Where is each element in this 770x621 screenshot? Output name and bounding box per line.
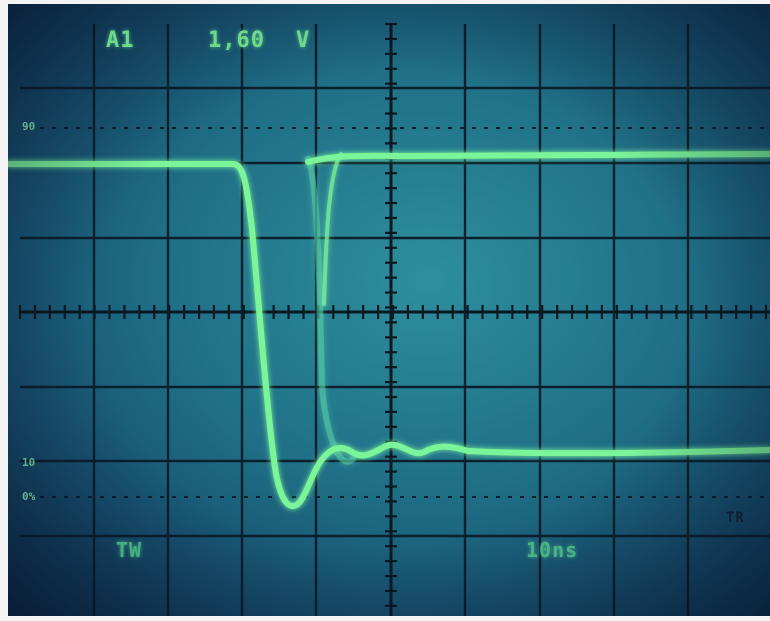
timebase-readout: 10ns bbox=[526, 538, 579, 562]
phosphor-traces bbox=[8, 151, 770, 510]
main-waveform-trace bbox=[8, 161, 770, 510]
trace-marker-label: TR bbox=[726, 510, 745, 526]
oscilloscope-screen: A1 1,60 V 90 10 0% TW 10ns TR bbox=[8, 4, 770, 616]
side-marker-0: 0% bbox=[22, 490, 36, 503]
axis-tick-marks bbox=[18, 22, 768, 607]
side-marker-90: 90 bbox=[22, 120, 36, 133]
scope-display bbox=[8, 22, 770, 616]
volts-per-div-value: 1,60 bbox=[208, 28, 265, 53]
side-marker-10: 10 bbox=[22, 456, 36, 469]
trigger-readout: TW bbox=[116, 538, 143, 562]
second-edge-trace bbox=[322, 152, 343, 306]
channel-label: A1 bbox=[106, 28, 135, 53]
volts-unit: V bbox=[296, 28, 311, 53]
